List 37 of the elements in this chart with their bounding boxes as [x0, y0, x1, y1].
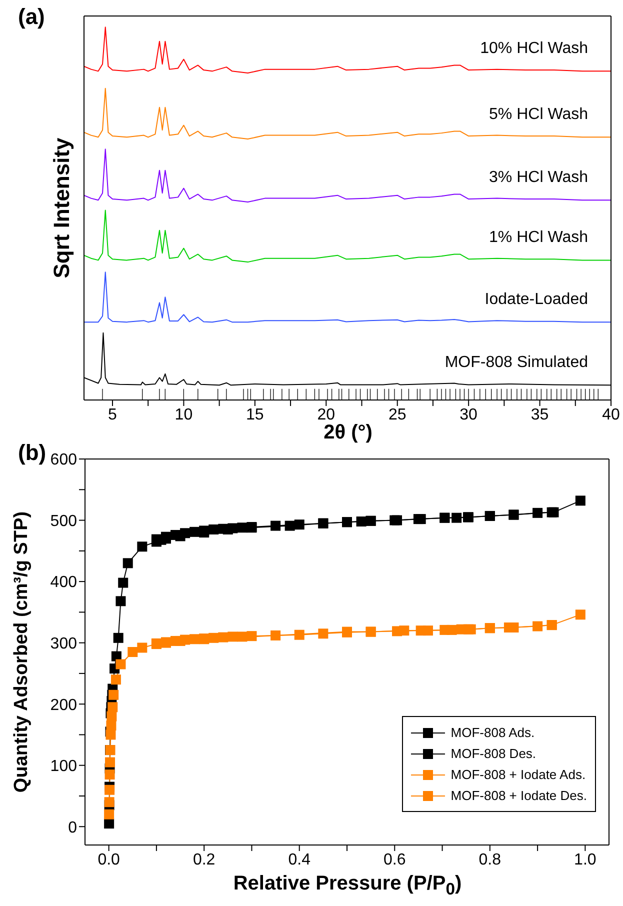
- y-tick-label: 600: [50, 452, 78, 469]
- x-tick-label: 0.2: [192, 851, 216, 868]
- legend-label: MOF-808 + Iodate Des.: [450, 788, 587, 803]
- x-tick-label: 30: [460, 406, 478, 424]
- x-tick-label: 40: [602, 406, 620, 424]
- series-label: 1% HCl Wash: [489, 229, 588, 246]
- legend-label: MOF-808 + Iodate Ads.: [450, 767, 586, 782]
- legend-label: MOF-808 Des.: [450, 746, 536, 761]
- x-tick-label: 15: [246, 406, 264, 424]
- x-tick-label: 0.8: [478, 851, 502, 868]
- x-tick-label: 1.0: [574, 851, 596, 868]
- series-label: Iodate-Loaded: [484, 291, 588, 308]
- chart-title: (a): [18, 4, 45, 30]
- x-tick-label: 25: [388, 406, 406, 424]
- x-tick-label: 0.6: [384, 851, 406, 868]
- x-tick-label: 20: [317, 406, 336, 424]
- x-tick-label: 10: [174, 406, 193, 424]
- y-tick-label: 500: [50, 512, 78, 530]
- series-label: MOF-808 Simulated: [444, 354, 588, 372]
- legend-label: MOF-808 Ads.: [450, 725, 535, 740]
- y-tick-label: 0: [68, 819, 78, 836]
- series-label: 10% HCl Wash: [480, 40, 588, 58]
- chart-title: (b): [18, 440, 46, 466]
- y-axis-title: Sqrt Intensity: [49, 137, 75, 278]
- x-axis-title: 2θ (°): [324, 422, 372, 444]
- series-label: 5% HCl Wash: [489, 106, 588, 124]
- y-tick-label: 100: [50, 758, 78, 776]
- x-tick-label: 0.0: [98, 851, 120, 868]
- y-tick-label: 400: [50, 574, 78, 592]
- x-tick-label: 35: [530, 406, 549, 424]
- x-tick-label: 5: [108, 406, 118, 424]
- y-tick-label: 200: [50, 696, 78, 714]
- series-label: 3% HCl Wash: [489, 169, 588, 186]
- y-axis-title: Quantity Adsorbed (cm³/g STP): [11, 510, 33, 792]
- x-axis-title: Relative Pressure (P/P$_{0}$): [233, 872, 462, 900]
- x-tick-label: 0.4: [288, 851, 311, 868]
- y-tick-label: 300: [50, 635, 78, 652]
